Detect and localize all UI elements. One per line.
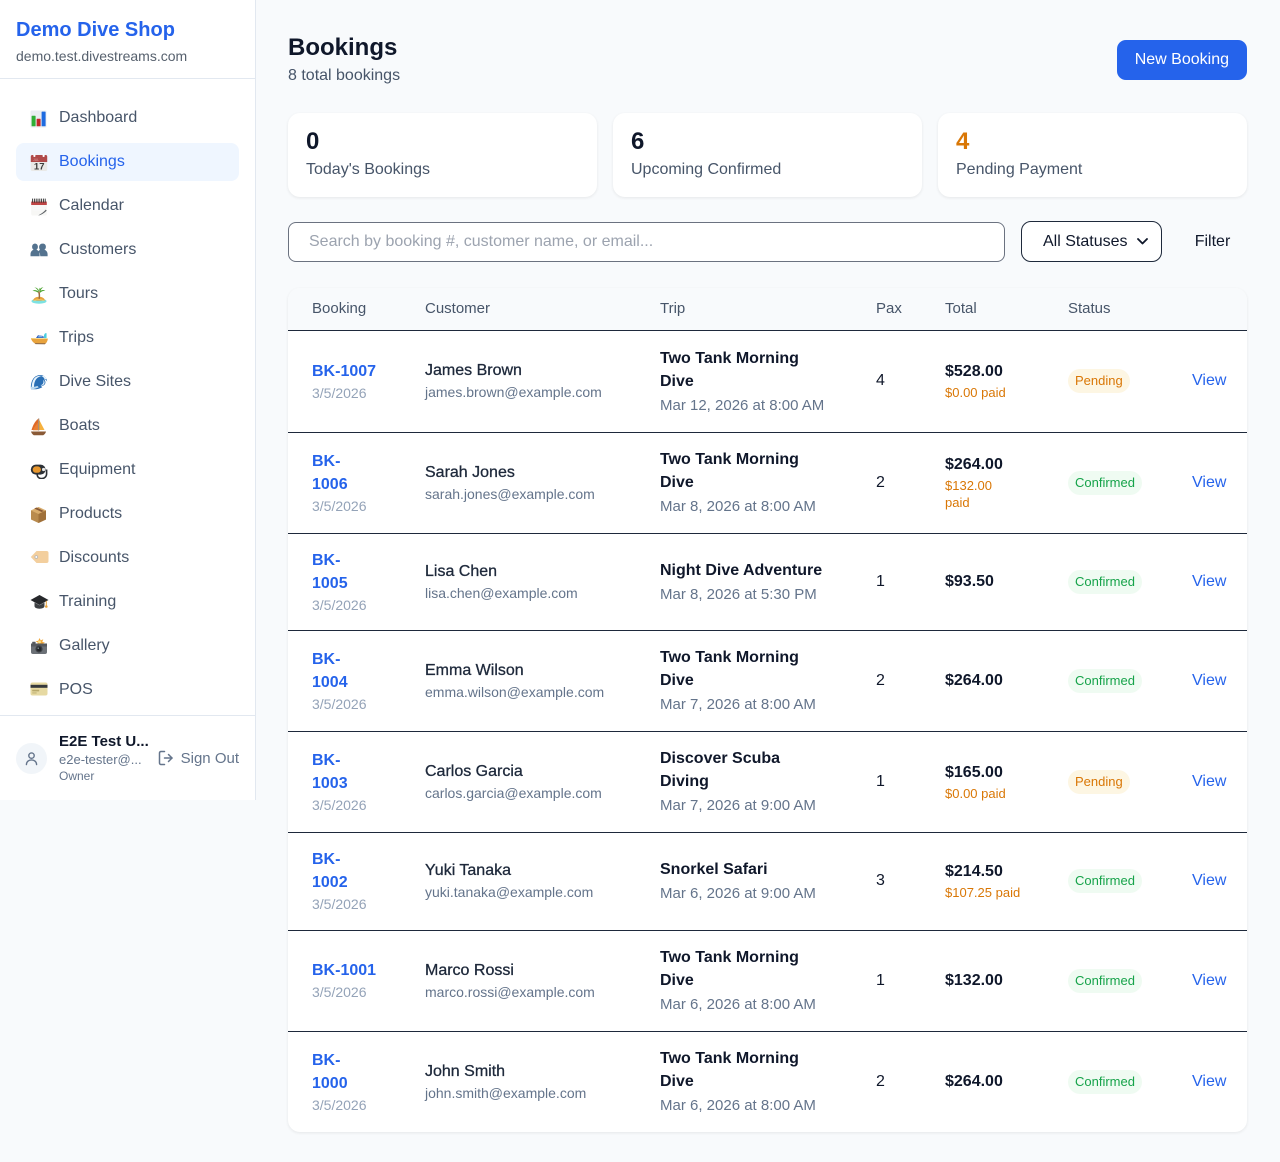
svg-text:JUL: JUL xyxy=(33,157,39,161)
svg-text:17: 17 xyxy=(34,161,45,172)
